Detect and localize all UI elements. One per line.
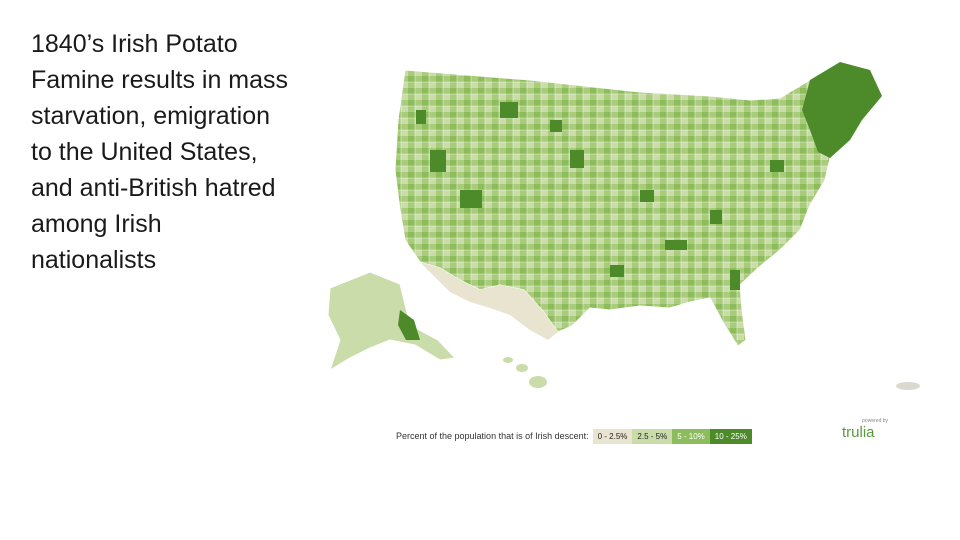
legend-bin-0: 0 - 2.5%: [592, 428, 633, 444]
brand-powered-by: powered by: [862, 418, 888, 424]
trulia-logo: powered by trulia: [842, 418, 892, 454]
text-line-1: 1840’s Irish Potato: [31, 30, 238, 58]
legend-bin-2: 5 - 10%: [672, 428, 710, 444]
map-legend: Percent of the population that is of Iri…: [396, 428, 752, 444]
slide-text-block: 1840’s Irish Potato Famine results in ma…: [31, 26, 311, 296]
text-line-4: to the United States,: [31, 138, 258, 166]
alaska-southeast: [398, 310, 420, 340]
brand-name: trulia: [842, 424, 875, 441]
legend-bin-1: 2.5 - 5%: [632, 428, 673, 444]
text-line-6: among Irish: [31, 210, 162, 238]
puerto-rico-shape: [896, 382, 920, 390]
text-line-7: nationalists: [31, 246, 157, 274]
legend-title: Percent of the population that is of Iri…: [396, 431, 589, 441]
text-line-2: Famine results in mass: [31, 66, 289, 94]
text-line-3: starvation, emigration: [31, 102, 271, 130]
southwest-low-region: [420, 262, 558, 340]
alaska-shape: [327, 271, 457, 372]
irish-descent-map: [310, 40, 920, 420]
us-county-map-svg: [327, 61, 920, 390]
text-line-5: and anti-British hatred: [31, 174, 276, 202]
hawaii-islands: [503, 357, 547, 388]
high-percentage-counties: [416, 102, 784, 290]
legend-bin-3: 10 - 25%: [709, 428, 752, 444]
northeast-high-region: [802, 62, 882, 158]
